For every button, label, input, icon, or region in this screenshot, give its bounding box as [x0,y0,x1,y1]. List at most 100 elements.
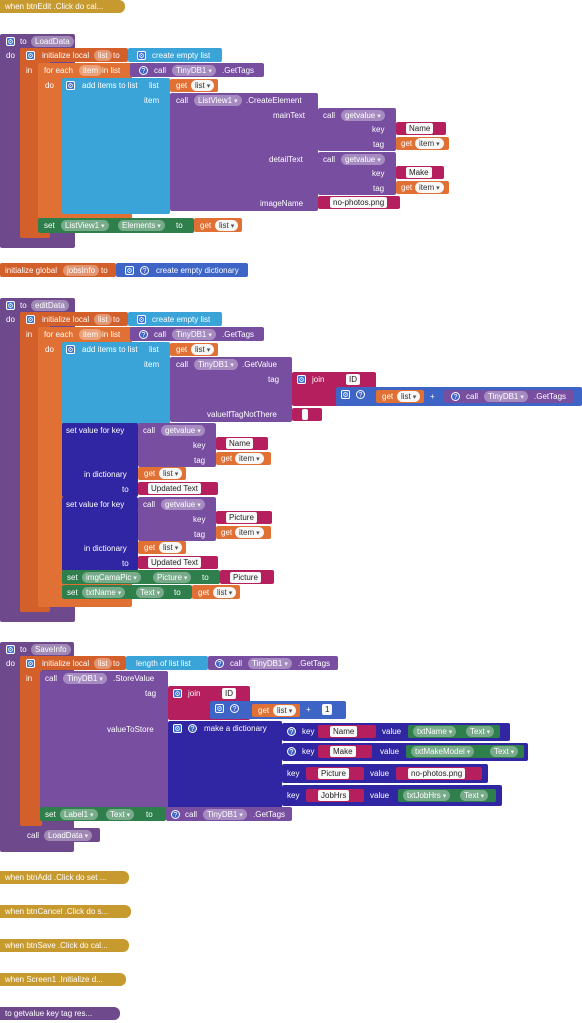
component-dropdown[interactable]: TinyDB1 [248,658,292,669]
component-dropdown[interactable]: TinyDB1 [172,65,216,76]
property-dropdown[interactable]: Text [490,746,519,757]
component-dropdown[interactable]: TinyDB1 [172,329,216,340]
component-dropdown[interactable]: ListView1 [61,220,109,231]
property-dropdown[interactable]: Picture [153,572,192,583]
component-dropdown[interactable]: Label1 [60,809,98,820]
call-gettags-block[interactable]: ? call TinyDB1 .GetTags [444,390,574,403]
listview-dropdown[interactable]: ListView1 [194,95,242,106]
help-icon[interactable]: ? [140,266,149,275]
gear-icon[interactable]: ⚙ [26,315,35,324]
string-block[interactable] [292,408,322,421]
loop-var[interactable]: item [79,65,103,76]
procedure-name[interactable]: SaveInfo [31,644,71,655]
set-value-for-key-block[interactable]: set value for key in dictionary to [62,497,138,571]
component-getter[interactable]: txtJobHrs Text [398,789,496,802]
var-name[interactable]: list [94,658,112,669]
set-value-for-key-block[interactable]: set value for key in dictionary to [62,423,138,497]
string-value[interactable]: ID [346,374,360,385]
string-value[interactable]: Picture [230,572,261,583]
string-block[interactable]: JobHrs [306,789,364,802]
help-icon[interactable]: ? [215,659,224,668]
var-dropdown[interactable]: list [215,220,239,231]
string-block[interactable]: Name [318,725,376,738]
gear-icon[interactable]: ⚙ [173,724,182,733]
gear-icon[interactable]: ⚙ [26,659,35,668]
procedure-dropdown[interactable]: getvalue [161,425,205,436]
gear-icon[interactable]: ⚙ [26,51,35,60]
get-item[interactable]: get item [396,181,449,194]
help-icon[interactable]: ? [188,724,197,733]
call-getvalue-block[interactable]: call getvalue key tag [318,108,396,151]
component-dropdown[interactable]: imgCamaPic [82,572,141,583]
component-dropdown[interactable]: TinyDB1 [63,673,107,684]
string-block[interactable]: Updated Text [138,556,218,569]
component-getter[interactable]: txtMakeModel Text [406,745,524,758]
call-getvalue-block[interactable]: call getvalue key tag [138,423,216,467]
procedure-dropdown[interactable]: getvalue [341,154,385,165]
call-gettags-block[interactable]: ? call TinyDB1 .GetTags [130,327,264,341]
string-value[interactable]: no-photos.png [408,768,466,779]
string-value[interactable]: no-photos.png [330,197,388,208]
gear-icon[interactable]: ⚙ [125,266,134,275]
var-dropdown[interactable]: item [235,453,264,464]
call-gettags-block[interactable]: ? call TinyDB1 .GetTags [166,807,292,821]
procedure-name[interactable]: editData [31,300,69,311]
gear-icon[interactable]: ⚙ [173,689,182,698]
call-loaddata-block[interactable]: call LoadData [22,828,100,842]
set-text-block[interactable]: set txtName Text to [62,585,192,599]
create-empty-list-block[interactable]: ⚙ create empty list [128,312,222,326]
init-local-block[interactable]: in [20,656,42,826]
string-value[interactable]: Name [330,726,358,737]
call-getvalue-block[interactable]: call getvalue key tag [318,152,396,195]
procedure-dropdown[interactable]: LoadData [44,830,93,841]
property-dropdown[interactable]: Text [460,790,489,801]
gear-icon[interactable]: ⚙ [66,345,75,354]
help-icon[interactable]: ? [451,392,460,401]
component-dropdown[interactable]: TinyDB1 [484,391,528,402]
global-name[interactable]: jobsInfo [63,265,100,276]
gear-icon[interactable]: ⚙ [137,51,146,60]
get-list[interactable]: get list [138,541,186,554]
component-dropdown[interactable]: TinyDB1 [194,359,238,370]
property-dropdown[interactable]: Elements [118,220,165,231]
string-block[interactable]: no-photos.png [318,196,400,209]
help-icon[interactable]: ? [287,727,296,736]
var-dropdown[interactable]: item [415,138,444,149]
collapsed-btnAdd-block[interactable]: when btnAdd .Click do set ... [0,871,129,884]
component-dropdown[interactable]: txtMakeModel [411,746,475,757]
collapsed-screen1-block[interactable]: when Screen1 .Initialize d... [0,973,126,986]
property-dropdown[interactable]: Text [466,726,495,737]
get-list[interactable]: get list [192,585,240,599]
string-block[interactable]: Picture [220,570,274,584]
help-icon[interactable]: ? [139,66,148,75]
string-value[interactable]: JobHrs [318,790,350,801]
component-dropdown[interactable]: txtJobHrs [403,790,451,801]
gear-icon[interactable]: ⚙ [341,390,350,399]
string-value[interactable]: Picture [318,768,349,779]
string-block[interactable]: Make [396,166,444,179]
get-item[interactable]: get item [396,137,449,150]
get-list[interactable]: get list [170,79,218,92]
component-dropdown[interactable]: TinyDB1 [203,809,247,820]
string-value[interactable]: Name [406,123,434,134]
help-icon[interactable]: ? [287,747,296,756]
string-value[interactable]: Updated Text [148,483,201,494]
create-empty-dict-block[interactable]: ⚙ ? create empty dictionary [116,263,248,277]
var-dropdown[interactable]: list [159,542,183,553]
call-gettags-block[interactable]: ? call TinyDB1 .GetTags [208,656,338,670]
help-icon[interactable]: ? [230,704,239,713]
collapsed-getvalue-block[interactable]: to getvalue key tag res... [0,1007,120,1020]
length-of-list-block[interactable]: length of list list [126,656,208,670]
call-getvalue-block[interactable]: call getvalue key tag [138,497,216,541]
component-dropdown[interactable]: txtName [82,587,126,598]
property-dropdown[interactable]: Text [106,809,135,820]
call-getvalue-tinydb-block[interactable]: call TinyDB1 .GetValue tag valueIfTagNot… [170,357,292,422]
gear-icon[interactable]: ⚙ [6,645,15,654]
gear-icon[interactable]: ⚙ [297,375,306,384]
get-list[interactable]: get list [376,390,424,403]
string-value[interactable]: Make [406,167,432,178]
string-value[interactable]: Picture [226,512,257,523]
gear-icon[interactable]: ⚙ [6,37,15,46]
get-list[interactable]: get list [194,218,242,232]
add-items-block[interactable]: ⚙ add items to list list item [62,342,170,424]
